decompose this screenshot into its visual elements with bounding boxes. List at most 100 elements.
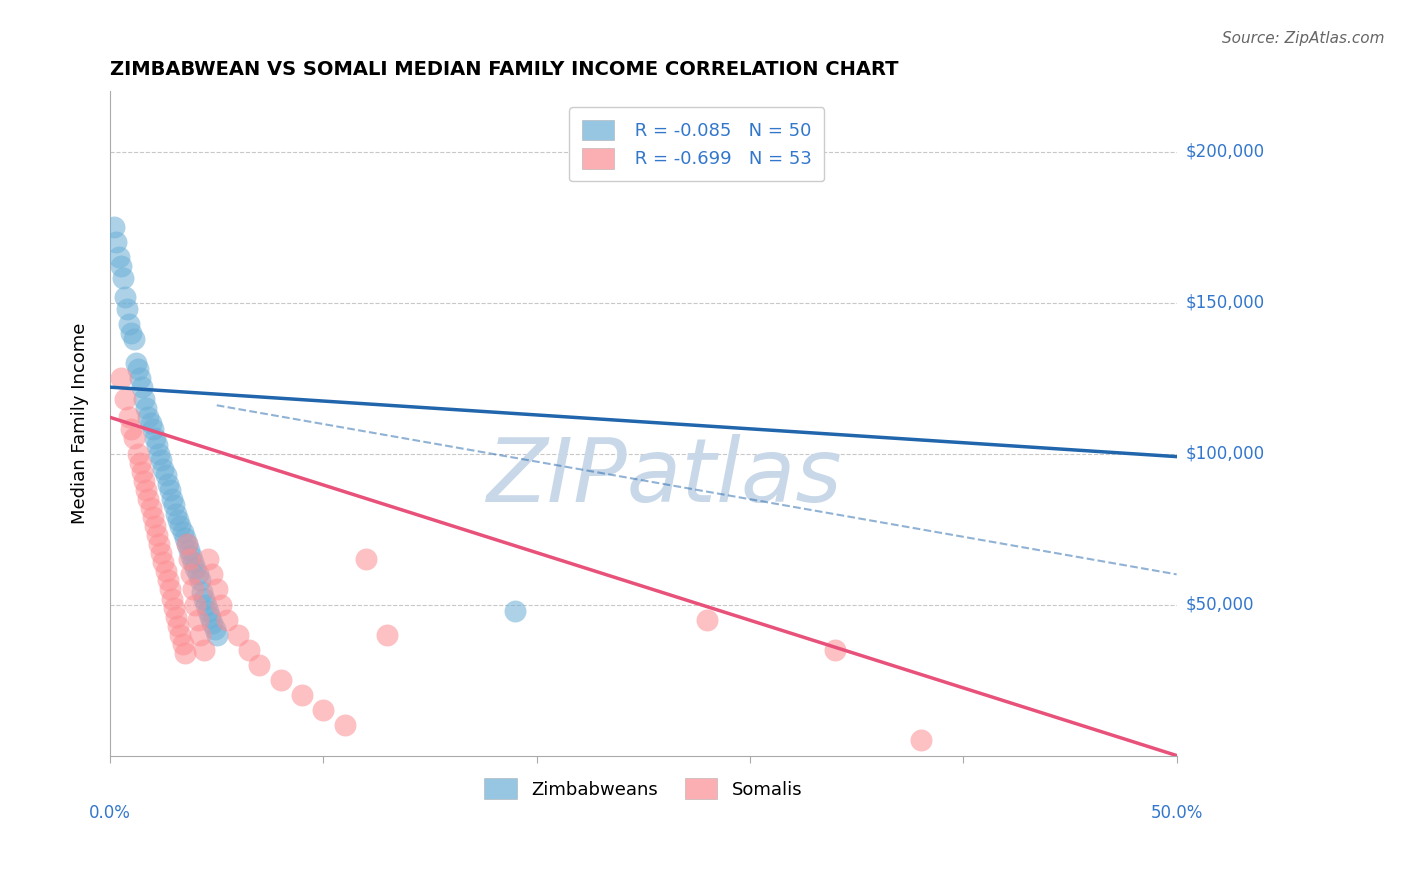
Text: $200,000: $200,000 xyxy=(1185,143,1264,161)
Point xyxy=(107,250,129,264)
Point xyxy=(165,507,187,521)
Point xyxy=(312,703,335,717)
Point xyxy=(118,410,141,425)
Point xyxy=(159,582,181,597)
Point xyxy=(131,380,153,394)
Text: ZIMBABWEAN VS SOMALI MEDIAN FAMILY INCOME CORRELATION CHART: ZIMBABWEAN VS SOMALI MEDIAN FAMILY INCOM… xyxy=(110,60,898,78)
Point xyxy=(180,549,202,564)
Point xyxy=(122,332,145,346)
Point xyxy=(184,598,207,612)
Point xyxy=(165,609,187,624)
Point xyxy=(184,561,207,575)
Point xyxy=(188,574,211,588)
Point xyxy=(270,673,292,687)
Point xyxy=(142,422,165,436)
Point xyxy=(186,613,208,627)
Point xyxy=(205,582,228,597)
Point xyxy=(160,591,183,606)
Point xyxy=(150,546,173,560)
Point xyxy=(160,491,183,506)
Point xyxy=(129,371,152,385)
Point xyxy=(103,220,125,235)
Point xyxy=(193,591,215,606)
Point xyxy=(114,392,136,407)
Point xyxy=(188,628,211,642)
Point xyxy=(124,356,146,370)
Point xyxy=(155,467,177,482)
Point xyxy=(200,609,222,624)
Point xyxy=(181,582,204,597)
Point xyxy=(135,401,157,416)
Point xyxy=(148,447,170,461)
Text: 0.0%: 0.0% xyxy=(89,804,131,822)
Point xyxy=(127,362,149,376)
Point xyxy=(118,317,141,331)
Point xyxy=(172,525,194,540)
Point xyxy=(696,613,718,627)
Point xyxy=(152,555,174,569)
Point xyxy=(201,567,224,582)
Point xyxy=(127,447,149,461)
Point xyxy=(142,510,165,524)
Point xyxy=(134,474,156,488)
Point xyxy=(193,643,215,657)
Point xyxy=(146,528,169,542)
Point xyxy=(156,476,179,491)
Point xyxy=(176,537,198,551)
Point xyxy=(191,585,214,599)
Point xyxy=(143,519,166,533)
Point xyxy=(110,371,132,385)
Point xyxy=(167,513,190,527)
Point xyxy=(139,417,162,431)
Point xyxy=(120,326,142,340)
Point xyxy=(209,598,232,612)
Point xyxy=(333,718,356,732)
Point xyxy=(115,301,138,316)
Point xyxy=(173,646,195,660)
Point xyxy=(205,628,228,642)
Point xyxy=(148,537,170,551)
Point xyxy=(152,461,174,475)
Point xyxy=(138,410,160,425)
Text: Source: ZipAtlas.com: Source: ZipAtlas.com xyxy=(1222,31,1385,46)
Point xyxy=(143,432,166,446)
Point xyxy=(204,622,226,636)
Point xyxy=(291,688,314,702)
Point xyxy=(197,604,219,618)
Legend: Zimbabweans, Somalis: Zimbabweans, Somalis xyxy=(477,771,810,806)
Text: 50.0%: 50.0% xyxy=(1150,804,1202,822)
Point xyxy=(163,498,186,512)
Point xyxy=(134,392,156,407)
Point xyxy=(177,543,200,558)
Point xyxy=(354,552,377,566)
Point xyxy=(238,643,260,657)
Point xyxy=(105,235,128,250)
Point xyxy=(167,618,190,632)
Point xyxy=(180,567,202,582)
Point xyxy=(110,260,132,274)
Point xyxy=(111,271,134,285)
Point xyxy=(217,613,239,627)
Text: $150,000: $150,000 xyxy=(1185,293,1264,311)
Point xyxy=(131,465,153,479)
Point xyxy=(186,567,208,582)
Text: $50,000: $50,000 xyxy=(1185,596,1254,614)
Point xyxy=(139,500,162,515)
Point xyxy=(150,452,173,467)
Text: $100,000: $100,000 xyxy=(1185,444,1264,463)
Point xyxy=(201,615,224,630)
Point xyxy=(176,537,198,551)
Point xyxy=(146,437,169,451)
Point xyxy=(377,628,399,642)
Point xyxy=(156,574,179,588)
Y-axis label: Median Family Income: Median Family Income xyxy=(72,323,89,524)
Point xyxy=(114,289,136,303)
Point xyxy=(177,552,200,566)
Point xyxy=(195,598,218,612)
Point xyxy=(138,491,160,506)
Point xyxy=(169,628,191,642)
Point xyxy=(173,531,195,545)
Point xyxy=(505,604,527,618)
Point xyxy=(122,432,145,446)
Point xyxy=(226,628,249,642)
